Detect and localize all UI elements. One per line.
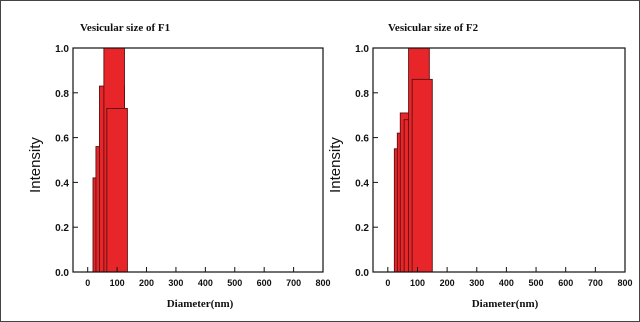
panel-f2-xtick-1: 100 [410,278,425,288]
panel-f1-bars [92,47,128,273]
panel-f2-xlabel: Diameter(nm) [472,298,539,310]
panel-f1-xtick-0: 0 [85,278,90,288]
panel-f2-xtick-3: 300 [469,278,484,288]
panel-f2-xtick-4: 400 [499,278,514,288]
panel-f2-ytick-5: 1.0 [355,44,369,55]
panel-f1-ytick-4: 0.8 [55,89,69,100]
panel-f1-ytick-1: 0.2 [55,223,69,234]
panel-f1-xtick-2: 200 [139,278,154,288]
panel-f2-ytick-2: 0.4 [355,178,369,189]
panel-f1-xlabel: Diameter(nm) [167,298,234,310]
panel-f1-title: Vesicular size of F1 [80,22,170,34]
panel-f1-ylabel: Intensity [27,137,44,193]
panel-f1: Vesicular size of F1 Intensity Diameter(… [27,22,331,310]
panel-f2-bar-5 [411,78,433,273]
panel-f1-xtick-3: 300 [168,278,183,288]
panel-f1-ytick-3: 0.6 [55,134,69,145]
panel-f2-ytick-0: 0.0 [355,268,369,279]
panel-f1-ytick-5: 1.0 [55,44,69,55]
panel-f1-xtick-4: 400 [198,278,213,288]
panel-f2-xtick-0: 0 [385,278,390,288]
panel-f2-bars [393,47,433,273]
panel-f1-plot-frame [72,47,324,273]
panel-f2-xtick-5: 500 [529,278,544,288]
panel-f2-ylabel: Intensity [327,137,344,193]
panel-f1-xtick-8: 800 [315,278,330,288]
panel-f2-xtick-7: 700 [588,278,603,288]
panel-f2-ytick-1: 0.2 [355,223,369,234]
panel-f2-plot-frame [372,47,626,273]
panel-f1-ytick-0: 0.0 [55,268,69,279]
panel-f1-bar-4 [106,108,128,273]
panel-f1-xtick-6: 600 [257,278,272,288]
panel-f2-ytick-3: 0.6 [355,134,369,145]
panel-f2: Vesicular size of F2 Intensity Diameter(… [327,22,633,310]
panel-f2-title: Vesicular size of F2 [388,22,479,34]
panel-f1-ytick-2: 0.4 [55,178,69,189]
panel-f2-ytick-4: 0.8 [355,89,369,100]
panel-f2-xtick-2: 200 [440,278,455,288]
panel-f2-xtick-6: 600 [558,278,573,288]
panel-f2-axes: 0 100 200 300 400 500 600 700 800 0.0 0.2 0.4 0.6 0.8… [355,44,632,288]
panel-f1-xtick-7: 700 [286,278,301,288]
panel-f2-xtick-8: 800 [617,278,632,288]
panel-f1-axes: 0 100 200 300 400 500 600 700 800 0.0 0.2 0.4 0.6 0.8… [55,44,330,288]
panel-f1-xtick-5: 500 [227,278,242,288]
panel-f1-xtick-1: 100 [110,278,125,288]
